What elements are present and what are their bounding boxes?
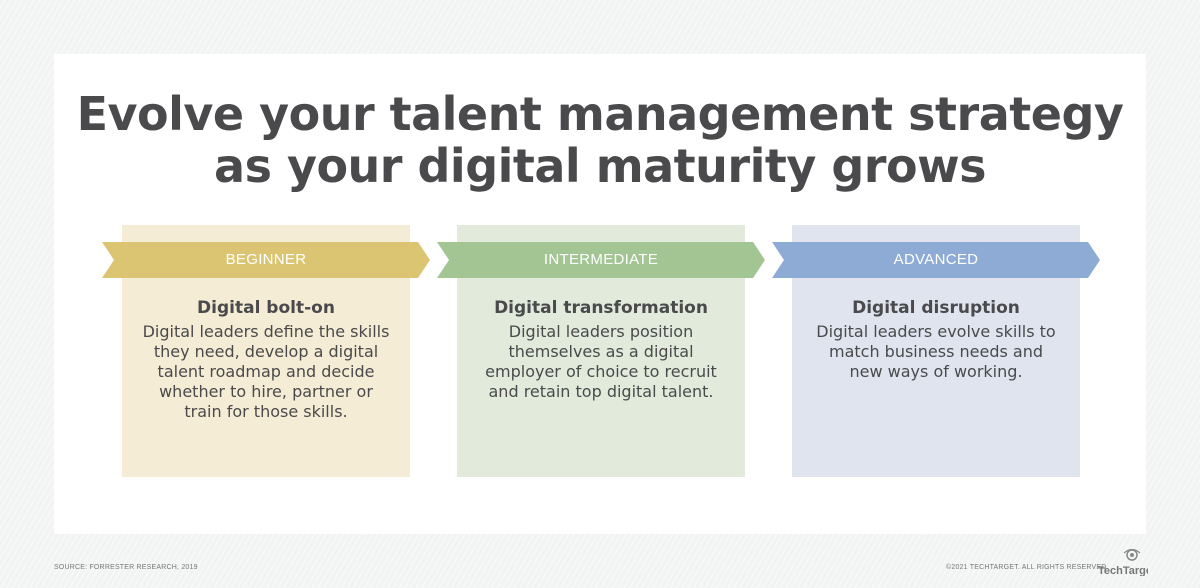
stage-chevron: INTERMEDIATE	[437, 242, 765, 278]
stage-chevron: BEGINNER	[102, 242, 430, 278]
title-line-1: Evolve your talent management strategy	[76, 87, 1124, 141]
title-line-2: as your digital maturity grows	[214, 139, 986, 193]
stage-chevron: ADVANCED	[772, 242, 1100, 278]
copyright: ©2021 TECHTARGET. ALL RIGHTS RESERVED	[946, 564, 1107, 571]
page-title: Evolve your talent management strategy as…	[0, 88, 1200, 192]
stage-heading: Digital disruption	[852, 298, 1020, 318]
stage-heading: Digital bolt-on	[197, 298, 335, 318]
source-note: SOURCE: FORRESTER RESEARCH, 2019	[54, 564, 198, 571]
stage-description: Digital leaders position themselves as a…	[485, 322, 717, 401]
stage-description: Digital leaders evolve skills to match b…	[816, 322, 1056, 381]
stage-description: Digital leaders define the skills they n…	[142, 322, 390, 421]
techtarget-logo: TechTarget	[1098, 548, 1156, 577]
stage-heading: Digital transformation	[494, 298, 708, 318]
logo-text: TechTarget	[1098, 565, 1148, 576]
